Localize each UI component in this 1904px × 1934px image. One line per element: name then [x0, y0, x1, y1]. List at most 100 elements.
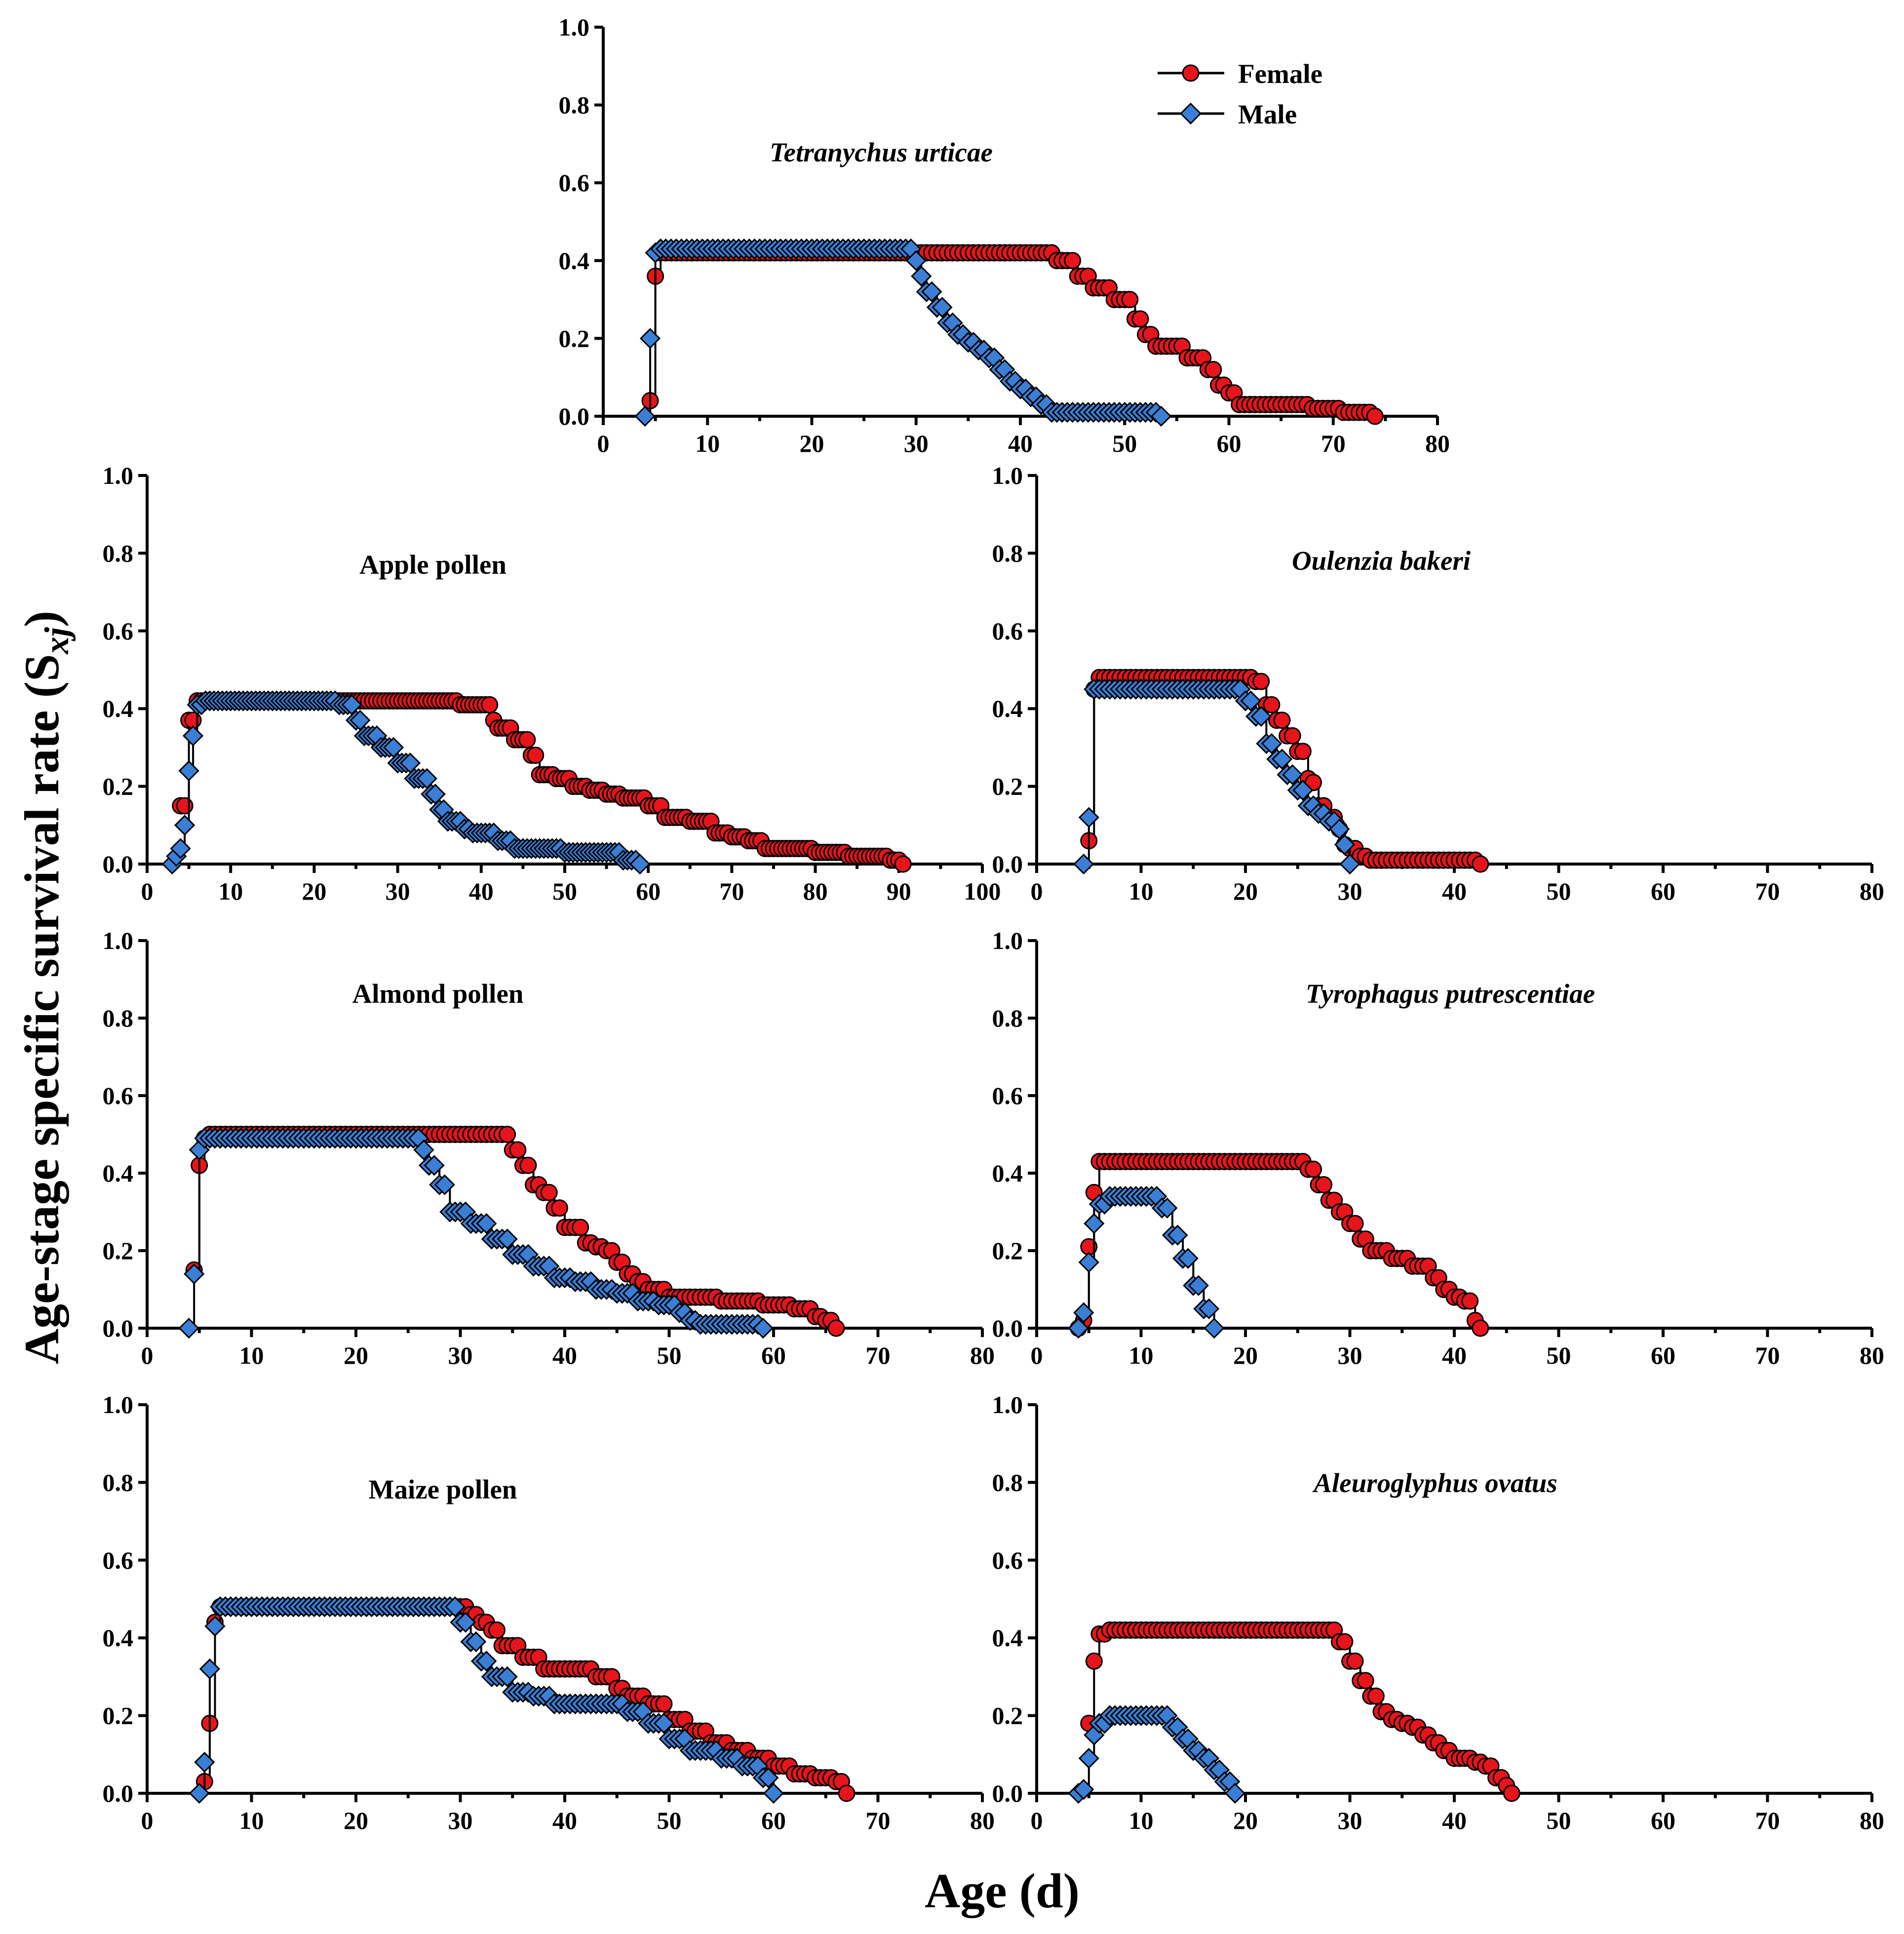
- male-data-point: [497, 1228, 518, 1250]
- female-data-point: [1472, 1319, 1489, 1337]
- male-data-point: [199, 1658, 221, 1680]
- female-data-point: [1346, 1652, 1364, 1670]
- x-tick-label: 40: [552, 1807, 577, 1834]
- male-data-point: [653, 1713, 675, 1734]
- x-tick-label: 0: [141, 877, 154, 905]
- x-tick-label: 60: [1651, 1342, 1675, 1369]
- y-axis-title: Age-stage specific survival rate (Sxj): [14, 611, 76, 1364]
- y-tick-label: 0.2: [992, 1237, 1023, 1264]
- x-tick-label: 0: [141, 1342, 154, 1369]
- male-data-point: [1084, 1213, 1105, 1234]
- female-data-point: [509, 1141, 527, 1159]
- male-data-point: [1271, 749, 1293, 770]
- male-data-point: [1204, 1317, 1225, 1339]
- male-data-point: [182, 725, 204, 747]
- y-tick-label: 0.8: [103, 1468, 134, 1496]
- female-data-point: [1263, 696, 1281, 713]
- x-tick-label: 20: [1233, 877, 1258, 905]
- male-data-point: [455, 1612, 476, 1633]
- x-tick-label: 10: [239, 1342, 264, 1369]
- x-tick-label: 30: [904, 430, 929, 457]
- x-tick-label: 10: [239, 1807, 264, 1834]
- male-data-point: [911, 266, 932, 287]
- male-data-point: [905, 250, 927, 271]
- x-tick-label: 40: [1008, 430, 1033, 457]
- x-tick-label: 70: [719, 877, 744, 905]
- x-tick-label: 50: [1547, 1342, 1571, 1369]
- legend-female-marker: [1182, 64, 1200, 82]
- x-tick-label: 60: [1651, 877, 1675, 905]
- y-tick-label: 0.4: [992, 695, 1023, 722]
- x-tick-label: 30: [448, 1342, 473, 1369]
- y-tick-label: 0.2: [103, 1702, 134, 1730]
- panel-aleuroglyphus-ovatus: Aleuroglyphus ovatus 0.00.20.40.60.81.00…: [992, 1391, 1885, 1834]
- y-tick-label: 0.6: [103, 617, 134, 645]
- axis-ticks: 0.0 0.2 0.4 0.6 0.8 1.0 0 10 20 30 40 50 60 70 80 90 100: [103, 462, 1001, 905]
- x-tick-label: 90: [887, 877, 911, 905]
- y-tick-label: 1.0: [559, 13, 590, 41]
- female-data-point: [540, 1184, 558, 1201]
- female-data-point: [1294, 743, 1312, 760]
- female-data-point: [1085, 1652, 1103, 1670]
- female-series-line: [1078, 1160, 1481, 1329]
- male-data-point: [476, 1651, 497, 1672]
- female-data-point: [519, 1156, 537, 1174]
- plot-area: [1068, 1152, 1489, 1339]
- female-data-point: [1472, 855, 1489, 873]
- x-tick-label: 50: [657, 1342, 682, 1369]
- male-data-point: [1078, 1748, 1099, 1769]
- female-data-point: [1336, 1633, 1354, 1651]
- x-tick-label: 40: [1442, 1342, 1467, 1369]
- y-tick-label: 0.0: [103, 1314, 134, 1342]
- y-tick-label: 0.6: [992, 1546, 1023, 1574]
- male-data-point: [1250, 706, 1272, 727]
- x-tick-label: 10: [1129, 877, 1154, 905]
- x-axis-title: Age (d): [925, 1863, 1080, 1918]
- x-tick-label: 70: [1755, 1807, 1780, 1834]
- x-tick-label: 70: [1321, 430, 1346, 457]
- panel-title: Apple pollen: [359, 550, 506, 580]
- x-tick-label: 80: [970, 1342, 995, 1369]
- female-series-line: [650, 252, 1376, 416]
- x-tick-label: 100: [964, 877, 1001, 905]
- x-tick-label: 20: [1233, 1342, 1258, 1369]
- y-tick-label: 0.8: [559, 91, 590, 119]
- panel-title: Almond pollen: [352, 979, 524, 1009]
- x-tick-label: 50: [1547, 1807, 1571, 1834]
- female-data-point: [1121, 291, 1139, 309]
- male-data-point: [476, 1213, 497, 1234]
- male-data-point: [1282, 764, 1303, 786]
- x-tick-label: 0: [1031, 1807, 1043, 1834]
- y-tick-label: 1.0: [992, 927, 1023, 954]
- axis-ticks: 0.0 0.2 0.4 0.6 0.8 1.0 0 10 20 30 40 50 60 70 80: [103, 927, 995, 1369]
- male-data-point: [1078, 1252, 1099, 1273]
- y-tick-label: 0.2: [103, 1237, 134, 1264]
- panel-title: Tetranychus urticae: [770, 137, 993, 167]
- male-data-point: [1339, 853, 1360, 875]
- plot-area: [189, 1596, 855, 1804]
- y-tick-label: 0.0: [992, 1314, 1023, 1342]
- legend: Female Male: [1158, 59, 1322, 129]
- axis-ticks: 0.0 0.2 0.4 0.6 0.8 1.0 0 10 20 30 40 50 60 70 80: [992, 1391, 1885, 1834]
- y-tick-label: 0.4: [992, 1159, 1023, 1187]
- y-tick-label: 0.0: [992, 850, 1023, 878]
- female-data-point: [838, 1784, 855, 1802]
- female-data-point: [1346, 1215, 1364, 1232]
- y-tick-label: 0.6: [559, 169, 590, 197]
- male-data-point: [1073, 1779, 1094, 1800]
- panel-tyrophagus-putrescentiae: Tyrophagus putrescentiae 0.0 0.2 0.4 0.6 0.8…: [992, 927, 1885, 1369]
- female-data-point: [1503, 1784, 1520, 1802]
- male-data-point: [174, 815, 195, 836]
- x-tick-label: 40: [1442, 1807, 1467, 1834]
- x-tick-label: 80: [970, 1807, 995, 1834]
- panel-title: Oulenzia bakeri: [1292, 546, 1471, 576]
- plot-area: [1068, 1621, 1520, 1804]
- male-data-point: [634, 405, 656, 427]
- male-data-point: [1167, 1224, 1188, 1246]
- y-tick-label: 0.8: [992, 1468, 1023, 1496]
- male-data-point: [1240, 690, 1261, 711]
- y-tick-label: 1.0: [103, 462, 134, 489]
- x-tick-label: 40: [469, 877, 494, 905]
- x-tick-label: 10: [218, 877, 243, 905]
- y-tick-label: 0.4: [559, 247, 590, 275]
